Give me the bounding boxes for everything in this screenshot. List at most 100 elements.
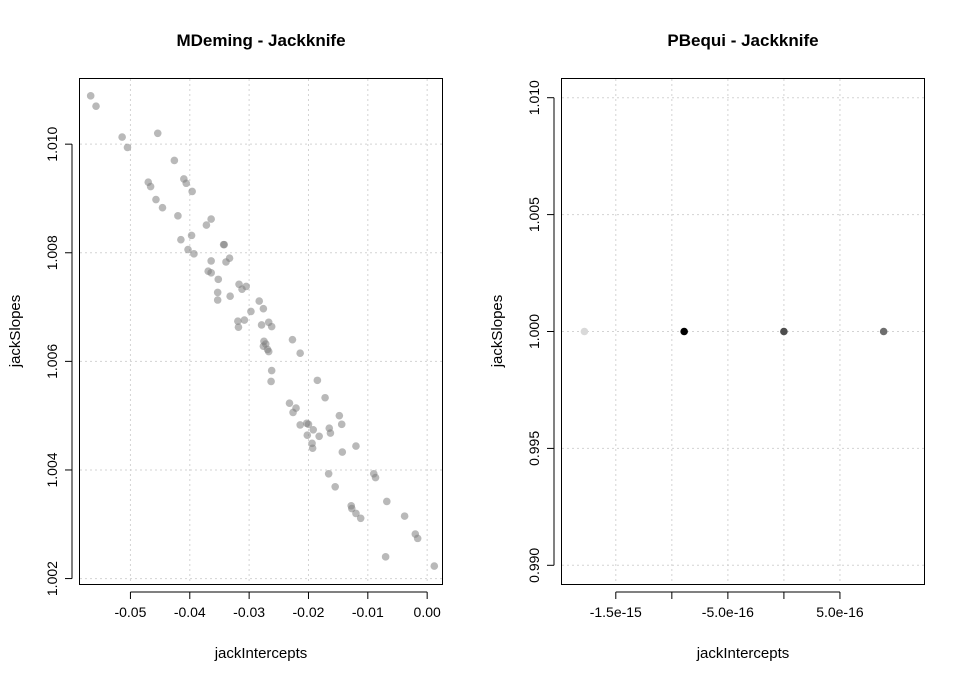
mdeming-y-tick-label: 1.006 [44,344,60,379]
mdeming-data-point [182,179,191,188]
mdeming-data-point [222,258,230,266]
mdeming-data-point [177,235,185,244]
mdeming-points [86,92,439,570]
mdeming-x-tick-label: -0.04 [174,604,206,620]
mdeming-data-point [267,377,275,386]
mdeming-data-point [309,425,318,434]
pbequi-y-tick-label: 1.000 [526,314,542,349]
mdeming-data-point [352,442,360,450]
mdeming-data-point [259,304,268,313]
mdeming-data-point [190,250,198,258]
mdeming-data-point [207,215,215,223]
mdeming-data-point [257,321,266,329]
mdeming-data-point [326,429,335,437]
pbequi-data-point [680,327,688,336]
mdeming-data-point [400,512,409,520]
mdeming-y-tick-label: 1.010 [44,126,60,161]
pbequi-y-tick-label: 1.010 [526,80,542,115]
mdeming-x-tick-label: -0.01 [352,604,384,620]
pbequi-x-tick-label: -5.0e-16 [702,604,754,620]
mdeming-x-tick-label: -0.02 [293,604,325,620]
mdeming-xlabel: jackIntercepts [214,645,308,662]
mdeming-data-point [324,469,333,478]
mdeming-ylabel: jackSlopes [7,295,24,369]
mdeming-data-point [86,92,95,100]
mdeming-data-point [158,203,167,212]
mdeming-data-point [123,143,132,152]
pbequi-y-tick-label: 1.005 [526,197,542,232]
mdeming-data-point [381,553,390,561]
mdeming-data-point [234,317,242,325]
mdeming-data-point [371,473,380,482]
mdeming-x-tick-label: -0.05 [114,604,146,620]
mdeming-data-point [338,448,347,456]
mdeming-axes: -0.05 -0.04 -0.03 -0.02 -0.01 0.00 1.002 1.004 1… [44,126,441,620]
mdeming-data-point [234,323,243,331]
mdeming-data-point [264,347,273,356]
mdeming-data-point [213,288,222,297]
pbequi-axes: -1.5e-15 -5.0e-16 5.0e-16 0.990 0.995 1.000 1.… [526,80,864,620]
pbequi-data-point [580,327,589,336]
mdeming-data-point [296,349,304,358]
pbequi-title: PBequi - Jackknife [667,31,818,50]
mdeming-data-point [238,285,246,293]
mdeming-data-point [296,421,304,429]
mdeming-data-point [170,156,179,165]
mdeming-data-point [303,431,312,440]
mdeming-data-point [152,195,160,204]
mdeming-title: MDeming - Jackknife [176,31,345,50]
mdeming-data-point [207,257,215,265]
mdeming-y-tick-label: 1.004 [44,452,60,487]
mdeming-data-point [288,335,297,344]
mdeming-x-tick-label: 0.00 [414,604,441,620]
mdeming-data-point [321,393,329,402]
mdeming-data-point [240,316,249,324]
mdeming-data-point [383,497,391,506]
mdeming-data-point [289,408,297,417]
mdeming-panel: -0.05 -0.04 -0.03 -0.02 -0.01 0.00 1.002 1.004 1… [7,31,443,662]
mdeming-data-point [255,297,264,305]
mdeming-data-point [213,296,222,304]
mdeming-data-point [226,292,234,301]
mdeming-y-tick-label: 1.008 [44,235,60,270]
mdeming-data-point [304,420,313,429]
mdeming-data-point [146,182,155,191]
mdeming-data-point [220,240,229,249]
mdeming-data-point [331,483,339,491]
mdeming-data-point [214,275,223,284]
mdeming-data-point [202,221,211,229]
mdeming-data-point [308,444,317,453]
pbequi-panel: -1.5e-15 -5.0e-16 5.0e-16 0.990 0.995 1.000 1.… [489,31,925,662]
pbequi-ylabel: jackSlopes [489,295,506,369]
mdeming-data-point [267,322,276,331]
mdeming-data-point [184,245,192,254]
mdeming-data-point [315,432,323,441]
mdeming-grid [80,79,442,584]
pbequi-data-point [780,327,788,336]
pbequi-points [580,327,888,336]
mdeming-data-point [337,420,346,429]
pbequi-y-tick-label: 0.995 [526,431,542,466]
mdeming-data-point [285,399,294,407]
mdeming-data-point [188,187,196,196]
pbequi-xlabel: jackIntercepts [696,645,790,662]
mdeming-data-point [174,212,182,220]
mdeming-y-tick-label: 1.002 [44,561,60,596]
mdeming-data-point [92,102,100,110]
mdeming-data-point [335,411,344,420]
mdeming-data-point [207,269,215,277]
mdeming-data-point [430,562,439,570]
mdeming-data-point [247,307,255,316]
mdeming-data-point [356,514,365,523]
mdeming-data-point [187,231,196,240]
mdeming-data-point [352,509,360,518]
mdeming-plot-frame [79,78,443,585]
pbequi-x-tick-label: 5.0e-16 [816,604,864,620]
mdeming-data-point [413,534,422,543]
pbequi-data-point [879,327,888,336]
pbequi-grid [562,79,924,584]
mdeming-data-point [313,376,322,385]
mdeming-data-point [118,133,126,141]
mdeming-x-tick-label: -0.03 [233,604,265,620]
